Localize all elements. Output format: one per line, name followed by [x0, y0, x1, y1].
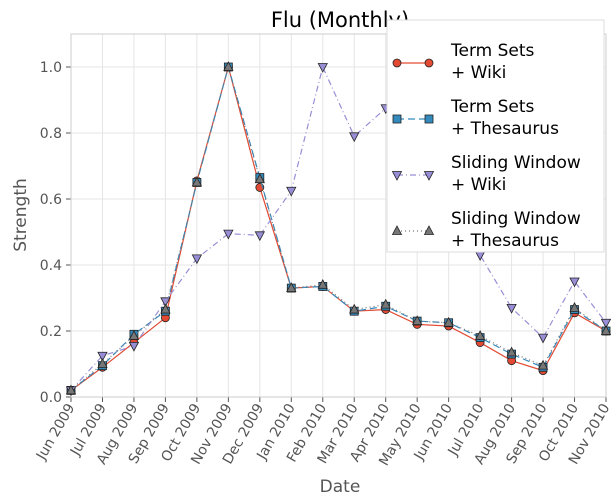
series-line — [70, 65, 607, 391]
marker — [392, 114, 402, 124]
y-tick-label: 0.2 — [40, 324, 62, 340]
marker — [600, 318, 612, 329]
marker — [128, 330, 140, 340]
marker — [506, 304, 517, 314]
marker — [191, 254, 203, 265]
y-tick-label: 0.4 — [40, 258, 62, 274]
marker — [97, 358, 108, 368]
marker — [223, 61, 234, 71]
marker — [349, 303, 360, 314]
y-tick-label: 0.0 — [40, 390, 62, 406]
marker — [391, 171, 403, 181]
series-line — [70, 64, 607, 391]
marker — [191, 176, 203, 187]
marker — [392, 58, 402, 68]
y-tick-label: 0.6 — [40, 192, 62, 208]
marker — [286, 186, 297, 197]
marker — [128, 341, 140, 352]
marker — [286, 282, 297, 292]
y-axis-label: Strength — [11, 178, 31, 252]
chart-title: Flu (Monthly) — [271, 8, 409, 32]
legend-label: Term Sets + Thesaurus — [450, 97, 559, 139]
legend-label: Sliding Window + Thesaurus — [451, 209, 581, 251]
marker — [223, 229, 234, 240]
marker — [537, 333, 549, 344]
marker — [506, 346, 517, 357]
legend-box — [386, 19, 605, 253]
marker — [317, 63, 328, 73]
marker — [423, 225, 435, 235]
marker — [412, 315, 423, 325]
legend-label: Sliding Window + Wiki — [451, 153, 581, 195]
marker — [97, 351, 108, 362]
y-tick-label: 0.8 — [40, 126, 62, 142]
marker — [569, 277, 580, 288]
marker — [423, 171, 435, 181]
marker — [65, 384, 77, 395]
marker — [160, 303, 171, 314]
marker — [317, 278, 328, 289]
series-line — [70, 64, 607, 391]
legend-label: Term Sets + Wiki — [450, 41, 535, 83]
series-line — [70, 64, 607, 391]
marker — [474, 330, 486, 340]
marker — [349, 132, 360, 143]
x-axis-label: Date — [320, 477, 361, 497]
plot-frame — [70, 33, 607, 398]
y-tick-label: 1.0 — [40, 60, 62, 76]
marker — [254, 173, 265, 184]
x-tick-label: Jun 2009 — [33, 401, 78, 464]
marker — [254, 231, 265, 242]
marker — [391, 225, 403, 235]
marker — [569, 302, 580, 312]
marker — [424, 58, 434, 68]
marker — [424, 114, 434, 124]
marker — [537, 359, 549, 370]
marker — [600, 325, 612, 335]
marker — [380, 298, 391, 309]
marker — [443, 316, 454, 327]
